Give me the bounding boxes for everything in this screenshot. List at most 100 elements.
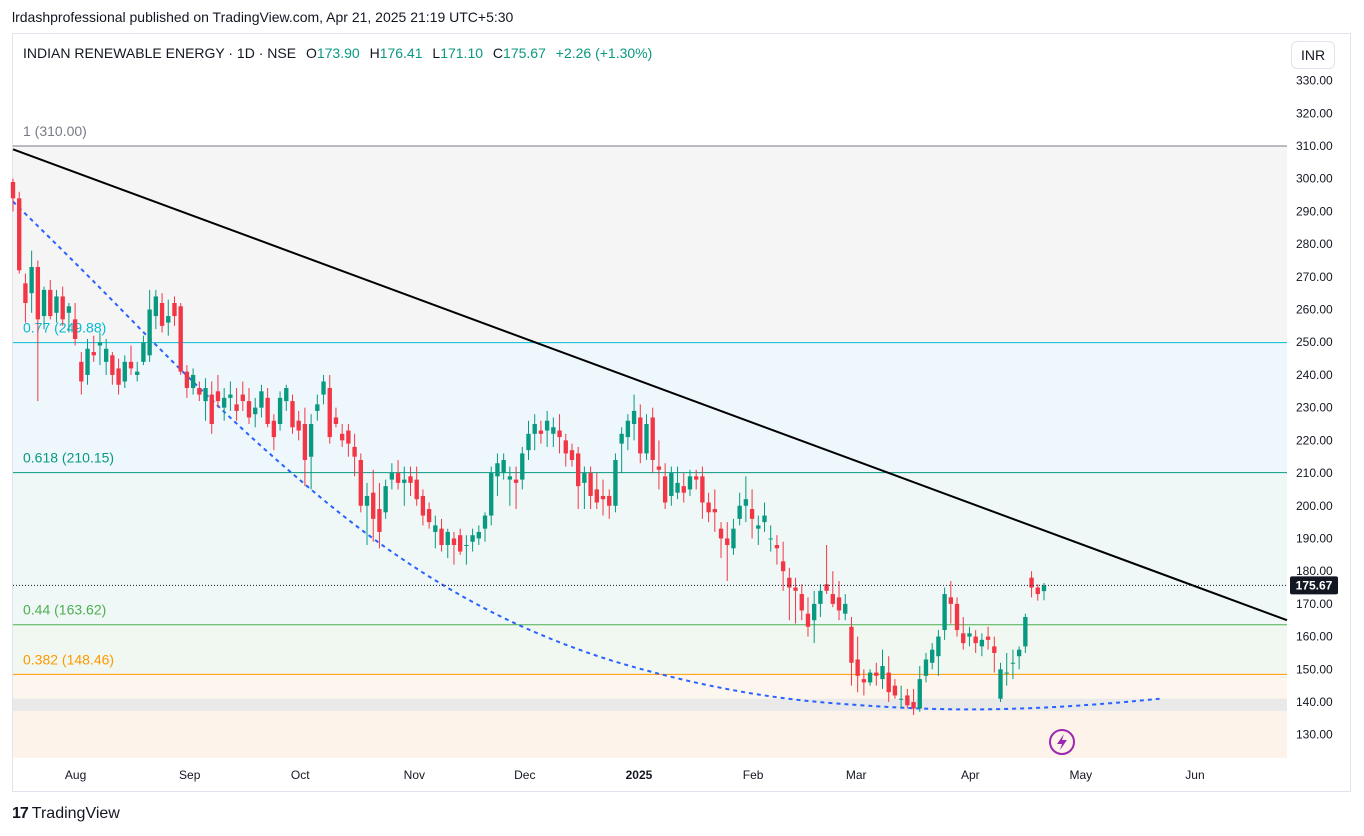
y-tick-label: 240.00: [1296, 368, 1333, 382]
close-value: 175.67: [503, 45, 546, 61]
candle-body: [582, 473, 587, 483]
candle-body: [1023, 616, 1028, 647]
candle-body: [85, 348, 90, 375]
candle-body: [818, 590, 823, 604]
y-tick-label: 330.00: [1296, 74, 1333, 88]
candle-body: [489, 473, 494, 516]
candle-body: [731, 528, 736, 549]
candle-body: [569, 450, 575, 460]
candle-body: [128, 361, 134, 369]
candle-body: [526, 433, 531, 451]
candle-body: [749, 509, 755, 519]
candle-body: [209, 394, 214, 424]
candle-body: [619, 433, 624, 444]
candle-body: [650, 417, 655, 460]
candle-body: [743, 499, 749, 506]
candle-body: [166, 316, 171, 323]
candle-body: [383, 486, 388, 513]
x-tick-label: Feb: [743, 768, 764, 782]
candle-body: [41, 289, 47, 317]
candle-body: [190, 374, 196, 389]
x-tick-label: Oct: [291, 768, 310, 782]
candle-body: [880, 666, 885, 680]
candle-body: [482, 515, 488, 529]
candle-body: [54, 296, 59, 313]
candle-body: [103, 348, 109, 362]
candle-body: [780, 561, 786, 572]
candle-body: [308, 424, 314, 457]
candle-body: [700, 476, 705, 503]
candle-body: [402, 479, 407, 483]
candle-body: [346, 430, 351, 444]
candle-body: [905, 695, 910, 706]
candle-body: [520, 453, 525, 480]
candle-body: [954, 603, 960, 631]
candle-body: [631, 410, 637, 424]
low-key: L: [432, 45, 441, 61]
candle-body: [855, 659, 860, 676]
candle-body: [930, 649, 935, 663]
candle-body: [576, 453, 581, 487]
y-tick-label: 220.00: [1296, 433, 1333, 447]
candle-body: [501, 459, 506, 474]
candle-body: [861, 679, 867, 683]
fib-label: 0.44 (163.62): [23, 602, 106, 618]
fib-label: 0.618 (210.15): [23, 450, 114, 466]
x-tick-label: May: [1069, 768, 1092, 782]
candle-body: [687, 476, 693, 490]
y-tick-label: 200.00: [1296, 499, 1333, 513]
x-tick-label: Dec: [514, 768, 535, 782]
candle-body: [551, 427, 556, 434]
candle-body: [91, 352, 96, 356]
candle-body: [600, 495, 606, 500]
candle-body: [892, 685, 898, 696]
rounding-bottom-curve: [12, 200, 1160, 711]
tradingview-brand[interactable]: 17 TradingView: [12, 805, 120, 823]
candle-body: [507, 476, 513, 480]
candle-body: [215, 391, 221, 402]
x-tick-label: Apr: [961, 768, 980, 782]
low-value: 171.10: [440, 45, 484, 61]
fib-zone-below: [13, 710, 1287, 758]
candle-body: [451, 538, 457, 546]
candle-body: [414, 479, 419, 500]
candle-body: [985, 636, 991, 640]
symbol-name: INDIAN RENEWABLE ENERGY · 1D · NSE: [23, 45, 297, 61]
tradingview-logo-icon: 17: [12, 805, 29, 822]
candle-body: [911, 702, 916, 709]
candle-body: [290, 401, 295, 428]
candle-body: [793, 587, 798, 591]
candle-body: [675, 482, 680, 493]
candle-body: [495, 463, 500, 477]
candle-body: [221, 397, 227, 408]
candle-body: [625, 420, 631, 438]
candle-body: [513, 479, 519, 483]
fib-zone: [13, 624, 1287, 675]
last-price-badge: [1290, 576, 1338, 595]
open-value: 173.90: [316, 45, 360, 61]
candle-body: [737, 505, 742, 519]
candle-body: [476, 531, 481, 539]
candle-body: [923, 659, 929, 676]
candle-body: [240, 394, 245, 402]
candle-body: [992, 646, 997, 653]
candle-body: [178, 306, 183, 372]
candle-body: [917, 679, 922, 709]
y-tick-label: 180.00: [1296, 564, 1333, 578]
candle-body: [135, 371, 140, 375]
candle-body: [464, 545, 469, 547]
candle-body: [377, 509, 382, 532]
candle-body: [110, 355, 115, 375]
candle-body: [79, 361, 84, 382]
high-value: 176.41: [379, 45, 423, 61]
candle-body: [538, 430, 544, 434]
currency-button[interactable]: INR: [1291, 41, 1335, 69]
candle-body: [762, 515, 767, 523]
candle-body: [867, 672, 873, 683]
candle-body: [532, 424, 537, 434]
y-tick-label: 310.00: [1296, 139, 1333, 153]
candle-body: [234, 404, 239, 411]
candle-body: [563, 440, 568, 454]
candle-body: [339, 433, 345, 441]
